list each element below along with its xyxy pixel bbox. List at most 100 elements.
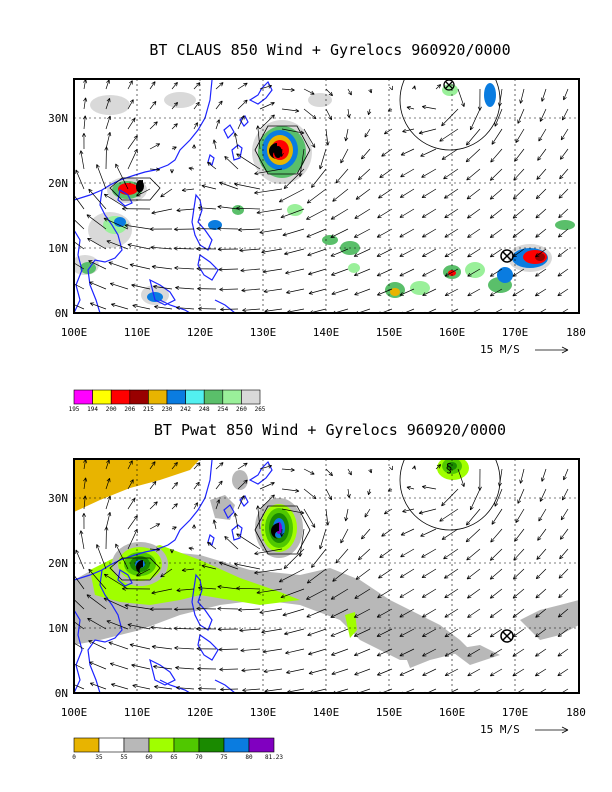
wind-arrow	[259, 84, 273, 90]
wind-arrow	[477, 468, 482, 491]
wind-arrow	[355, 568, 371, 580]
wind-arrow	[217, 627, 239, 632]
wind-arrow	[541, 468, 547, 482]
wind-arrow	[286, 288, 305, 294]
colorbar-label: 194	[87, 406, 98, 413]
wind-arrow	[489, 628, 503, 638]
wind-arrow	[237, 479, 248, 490]
wind-arrow	[346, 108, 351, 119]
wind-arrow	[105, 79, 110, 90]
wind-arrow	[357, 548, 371, 561]
wind-arrow	[197, 666, 217, 671]
wind-arrow	[307, 628, 327, 637]
colorbar-label: 81.23	[265, 754, 283, 761]
wind-arrow	[212, 519, 217, 530]
wind-arrow	[127, 80, 133, 90]
wind-arrow	[198, 205, 217, 210]
wind-arrow	[412, 465, 416, 470]
wind-arrow	[215, 119, 221, 130]
wind-arrow	[557, 628, 569, 638]
wind-arrow	[307, 248, 327, 257]
wind-arrow	[242, 308, 261, 313]
wind-arrow	[378, 188, 393, 199]
wind-arrow	[88, 568, 107, 590]
wind-arrow	[381, 528, 393, 537]
wind-arrow	[439, 508, 459, 522]
wind-arrow	[154, 684, 173, 690]
gyre-marker	[500, 629, 514, 643]
wind-arrow	[212, 139, 217, 150]
wind-arrow	[240, 648, 261, 653]
svg-text:10N: 10N	[48, 622, 68, 635]
wind-arrow	[239, 248, 261, 253]
wind-arrow	[489, 248, 503, 258]
wind-arrow	[513, 168, 525, 181]
colorbar-swatch	[203, 389, 224, 405]
wind-arrow	[89, 682, 107, 690]
wind-arrow	[368, 468, 373, 474]
wind-arrow	[176, 208, 195, 213]
wind-arrow	[303, 88, 315, 95]
wind-arrow	[215, 100, 223, 110]
colorbar-label: 75	[220, 754, 228, 761]
wind-arrow	[283, 548, 305, 569]
wind-arrow	[284, 248, 305, 256]
wind-arrow	[325, 88, 333, 97]
wind-arrow	[353, 608, 371, 618]
typhoon-symbol	[271, 523, 279, 539]
coastlines	[74, 79, 273, 313]
colorbar-swatch	[129, 389, 149, 405]
wind-arrow	[151, 644, 173, 650]
wind-arrow	[557, 648, 569, 657]
wind-arrow	[89, 302, 107, 310]
wind-arrow	[535, 568, 547, 580]
wind-arrow	[331, 268, 349, 276]
wind-arrow	[381, 148, 393, 157]
wind-arrow	[512, 668, 525, 677]
wind-arrow	[347, 468, 352, 476]
wind-arrow	[441, 488, 459, 507]
svg-text:0N: 0N	[55, 307, 68, 320]
wind-arrow	[127, 243, 151, 250]
wind-arrow	[149, 227, 173, 232]
wind-arrow	[489, 588, 503, 599]
wind-arrow	[215, 480, 223, 490]
wind-arrow	[207, 161, 217, 170]
wind-arrow	[240, 268, 261, 273]
wind-arrow	[444, 288, 459, 297]
wind-arrow	[383, 128, 393, 135]
wind-arrow	[467, 668, 481, 677]
wind-arrow	[421, 548, 437, 558]
wind-arrow	[457, 468, 465, 487]
wind-arrow	[421, 208, 437, 218]
pwat-shading	[74, 459, 579, 668]
wind-arrow	[330, 588, 349, 600]
wind-arrow	[538, 128, 547, 142]
wind-arrow	[281, 87, 295, 92]
wind-arrow	[171, 526, 177, 531]
wind-arrow	[79, 150, 85, 170]
wind-arrow	[303, 508, 316, 528]
wind-arrow	[127, 460, 133, 470]
wind-arrow	[124, 603, 151, 610]
wind-arrow	[236, 586, 261, 591]
wind-arrow	[103, 597, 129, 610]
wind-arrow	[127, 528, 138, 550]
wind-arrow	[109, 662, 129, 670]
wind-arrow	[562, 468, 569, 481]
wind-arrow	[196, 626, 217, 631]
colorbar-swatch	[198, 737, 225, 753]
wind-arrow	[489, 208, 503, 219]
wind-arrow	[193, 122, 198, 130]
wind-arrow	[105, 511, 112, 530]
wind-arrow	[175, 665, 195, 670]
colorbar-swatch	[248, 737, 275, 753]
wind-arrow	[201, 564, 217, 570]
wind-arrow	[149, 480, 157, 490]
wind-arrow	[469, 108, 481, 131]
wind-arrow	[124, 223, 151, 230]
wind-arrow	[75, 549, 85, 570]
wind-arrow	[198, 585, 217, 590]
wind-arrow	[75, 169, 85, 190]
wind-arrow	[237, 99, 248, 110]
